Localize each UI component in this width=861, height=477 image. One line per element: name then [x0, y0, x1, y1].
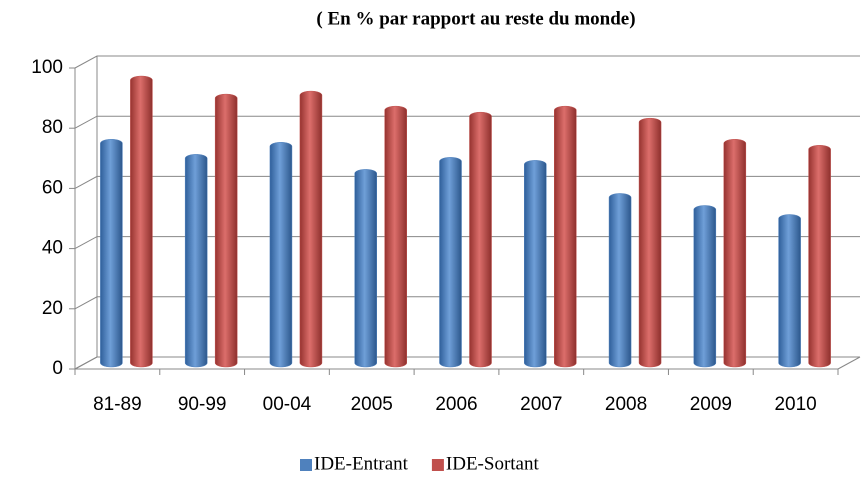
y-tick-label: 100 — [31, 57, 63, 78]
legend-label: IDE-Sortant — [446, 453, 540, 474]
bar — [693, 205, 717, 368]
x-tick-label: 2006 — [435, 394, 477, 415]
grid-line — [74, 55, 860, 69]
bar — [524, 160, 547, 368]
bar — [638, 117, 662, 368]
bar — [269, 142, 293, 368]
x-tick-label: 2008 — [605, 394, 647, 415]
bar — [808, 145, 831, 368]
x-tick-label: 00-04 — [263, 394, 312, 415]
grid-line — [74, 236, 860, 250]
bar — [469, 111, 492, 368]
grid-line — [74, 296, 860, 310]
bar — [608, 193, 632, 368]
legend-swatch — [431, 459, 444, 471]
floor-edge — [837, 356, 861, 370]
bar — [130, 75, 153, 368]
bar — [100, 139, 123, 368]
bar — [439, 157, 462, 368]
bar — [384, 105, 407, 368]
x-tick-label: 2005 — [351, 394, 393, 415]
y-tick-label: 40 — [42, 238, 63, 259]
bar — [354, 169, 377, 368]
x-tick-label: 2009 — [690, 394, 732, 415]
legend-swatch — [300, 459, 312, 471]
x-tick-label: 2010 — [774, 394, 816, 415]
bar — [184, 154, 208, 368]
y-tick-label: 80 — [42, 117, 63, 138]
legend-label: IDE-Entrant — [314, 453, 409, 474]
bar — [554, 105, 577, 368]
x-tick-label: 90-99 — [178, 394, 227, 415]
grid-line — [74, 175, 860, 189]
y-tick-label: 60 — [42, 177, 63, 198]
bar — [778, 214, 801, 368]
chart-title: ( En % par rapport au reste du monde) — [316, 8, 635, 29]
y-tick-label: 20 — [42, 298, 63, 319]
grid-line — [74, 356, 860, 370]
bar — [299, 90, 323, 368]
y-tick-label: 0 — [52, 358, 63, 379]
grid-line — [74, 115, 860, 129]
bar — [723, 139, 747, 368]
x-tick-label: 81-89 — [93, 394, 142, 415]
bar — [214, 93, 238, 368]
x-tick-label: 2007 — [520, 394, 562, 415]
